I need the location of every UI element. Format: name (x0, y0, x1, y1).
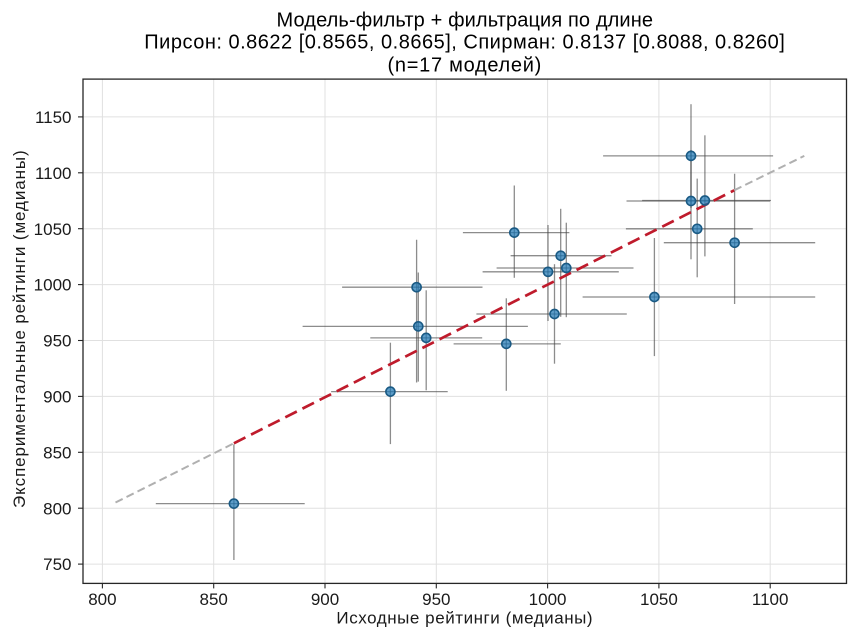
svg-text:1000: 1000 (529, 590, 567, 609)
svg-text:1050: 1050 (34, 220, 72, 239)
svg-text:850: 850 (43, 443, 71, 462)
svg-text:800: 800 (43, 499, 71, 518)
svg-text:900: 900 (43, 388, 71, 407)
svg-text:Пирсон: 0.8622 [0.8565, 0.8665: Пирсон: 0.8622 [0.8565, 0.8665], Спирман… (144, 31, 785, 53)
svg-text:Экспериментальные рейтинги (ме: Экспериментальные рейтинги (медианы) (10, 149, 29, 508)
svg-text:750: 750 (43, 555, 71, 574)
svg-text:1100: 1100 (752, 590, 789, 609)
svg-text:950: 950 (43, 332, 71, 351)
svg-text:1050: 1050 (640, 590, 678, 609)
svg-text:1150: 1150 (35, 108, 72, 127)
svg-text:Модель-фильтр + фильтрация по: Модель-фильтр + фильтрация по длине (276, 10, 653, 32)
svg-text:1000: 1000 (34, 276, 72, 295)
svg-text:Исходные рейтинги (медианы): Исходные рейтинги (медианы) (336, 609, 593, 628)
svg-text:1100: 1100 (35, 164, 72, 183)
svg-text:800: 800 (88, 590, 116, 609)
svg-text:900: 900 (311, 590, 339, 609)
svg-text:850: 850 (200, 590, 228, 609)
svg-text:950: 950 (422, 590, 450, 609)
svg-text:(n=17 моделей): (n=17 моделей) (388, 55, 543, 77)
